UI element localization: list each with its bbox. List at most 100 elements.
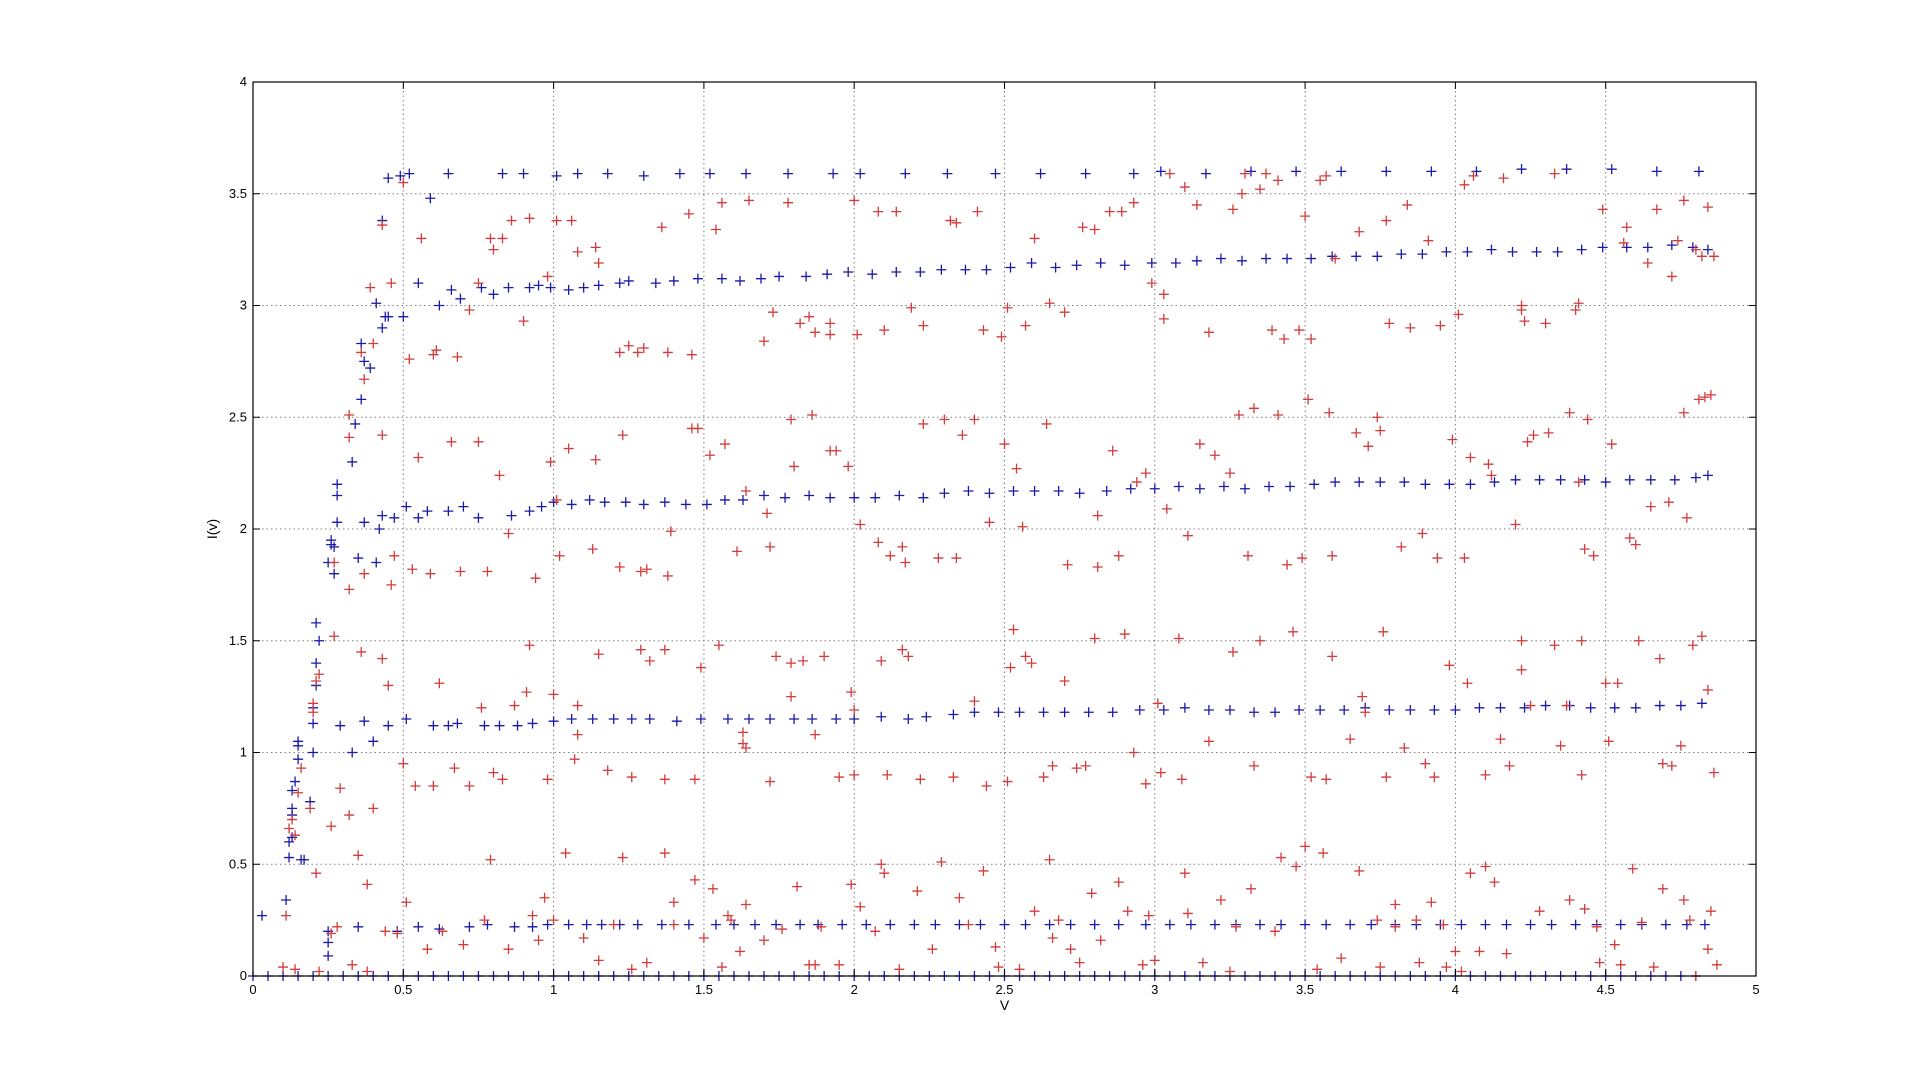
data-point [1597,204,1608,215]
data-point [792,881,803,892]
data-point [786,414,797,425]
data-point [350,418,361,429]
data-point [1612,678,1623,689]
data-point [795,318,806,329]
data-point [1693,166,1704,177]
data-point [1297,553,1308,564]
data-point [771,919,782,930]
y-tick-label: 0 [240,968,247,983]
data-point [626,713,637,724]
data-point [344,410,355,421]
data-point [951,217,962,228]
data-point [347,456,358,467]
data-point [1194,439,1205,450]
data-point [1125,483,1136,494]
data-point [353,553,364,564]
data-point [551,170,562,181]
data-point [698,933,709,944]
data-point [659,774,670,785]
data-point [1456,919,1467,930]
data-point [1690,244,1701,255]
data-point [1402,199,1413,210]
data-point [1005,262,1016,273]
data-point [1092,561,1103,572]
data-point [1420,479,1431,490]
data-point [1633,635,1644,646]
data-point [566,215,577,226]
data-point [1261,168,1272,179]
data-point [713,640,724,651]
data-point [1089,633,1100,644]
data-point [1282,559,1293,570]
data-point [1441,246,1452,257]
data-point [1360,707,1371,718]
data-point [939,414,950,425]
data-point [1486,470,1497,481]
data-point [1465,868,1476,879]
data-point [810,327,821,338]
x-tick-label: 0 [249,982,256,997]
y-tick-label: 2 [240,521,247,536]
data-point [1303,394,1314,405]
data-point [503,282,514,293]
data-point [1642,242,1653,253]
data-point [443,720,454,731]
data-point [623,340,634,351]
data-point [314,966,325,977]
data-point [506,510,517,521]
data-point [1561,700,1572,711]
data-point [1029,233,1040,244]
data-point [819,651,830,662]
data-point [1534,474,1545,485]
data-point [1294,705,1305,716]
data-point [1501,919,1512,930]
data-point [855,901,866,912]
x-tick-label: 3.5 [1296,982,1314,997]
data-point [1711,959,1722,970]
data-point [825,492,836,503]
data-point [1576,769,1587,780]
data-point [1239,483,1250,494]
data-point [731,546,742,557]
data-point [990,168,1001,179]
data-point [1522,436,1533,447]
data-point [1270,926,1281,937]
data-point [1702,470,1713,481]
data-point [512,720,523,731]
data-point [1267,325,1278,336]
data-point [1173,633,1184,644]
data-point [398,177,409,188]
data-point [704,168,715,179]
data-point [551,494,562,505]
data-point [1020,919,1031,930]
data-point [1462,678,1473,689]
data-point [635,566,646,577]
data-point [743,713,754,724]
data-point [936,264,947,275]
data-point [1663,497,1674,508]
data-point [828,168,839,179]
data-point [765,776,776,787]
data-point [257,910,268,921]
data-point [1315,705,1326,716]
axis-ticks: 0 0.5 1 1.5 2 2.5 3 3.5 4 4.5 5 0 0.5 1 1.5 2 2.5 3 3.5 4 [229,74,1760,997]
data-point [798,655,809,666]
data-point [377,220,388,231]
data-point [344,810,355,821]
data-point [626,964,637,975]
y-tick-label: 3 [240,298,247,313]
data-point [894,490,905,501]
data-point [356,646,367,657]
data-point [362,879,373,890]
data-point [1615,959,1626,970]
data-point [722,713,733,724]
data-point [1480,919,1491,930]
data-point [897,541,908,552]
data-point [912,886,923,897]
data-point [614,278,625,289]
data-point [1140,778,1151,789]
data-point [1315,175,1326,186]
data-point [1116,206,1127,217]
data-point [876,859,887,870]
